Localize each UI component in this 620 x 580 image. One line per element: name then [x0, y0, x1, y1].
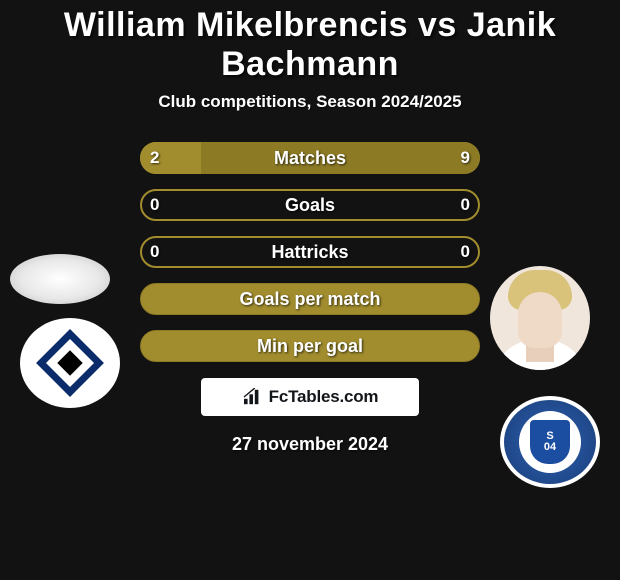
club-right-logo: S 04: [500, 396, 600, 488]
club-left-logo: [20, 318, 120, 408]
club-right-logo-text-bottom: 04: [544, 442, 556, 453]
stat-bar-row: 00Hattricks: [140, 236, 480, 268]
player-left-avatar: [10, 254, 110, 304]
stat-bar-row: Goals per match: [140, 283, 480, 315]
stat-bar-row: 00Goals: [140, 189, 480, 221]
subtitle: Club competitions, Season 2024/2025: [0, 92, 620, 112]
bar-chart-icon: [242, 388, 264, 406]
page-title: William Mikelbrencis vs Janik Bachmann: [0, 0, 620, 84]
stat-label: Matches: [140, 148, 480, 169]
stat-label: Goals: [140, 195, 480, 216]
attribution-badge: FcTables.com: [201, 378, 419, 416]
attribution-text: FcTables.com: [269, 387, 379, 407]
stat-label: Goals per match: [140, 289, 480, 310]
comparison-panel: S 04 29Matches00Goals00HattricksGoals pe…: [0, 142, 620, 455]
stat-label: Hattricks: [140, 242, 480, 263]
stat-bar-row: Min per goal: [140, 330, 480, 362]
stat-bar-row: 29Matches: [140, 142, 480, 174]
player-right-avatar: [490, 266, 590, 370]
stat-label: Min per goal: [140, 336, 480, 357]
